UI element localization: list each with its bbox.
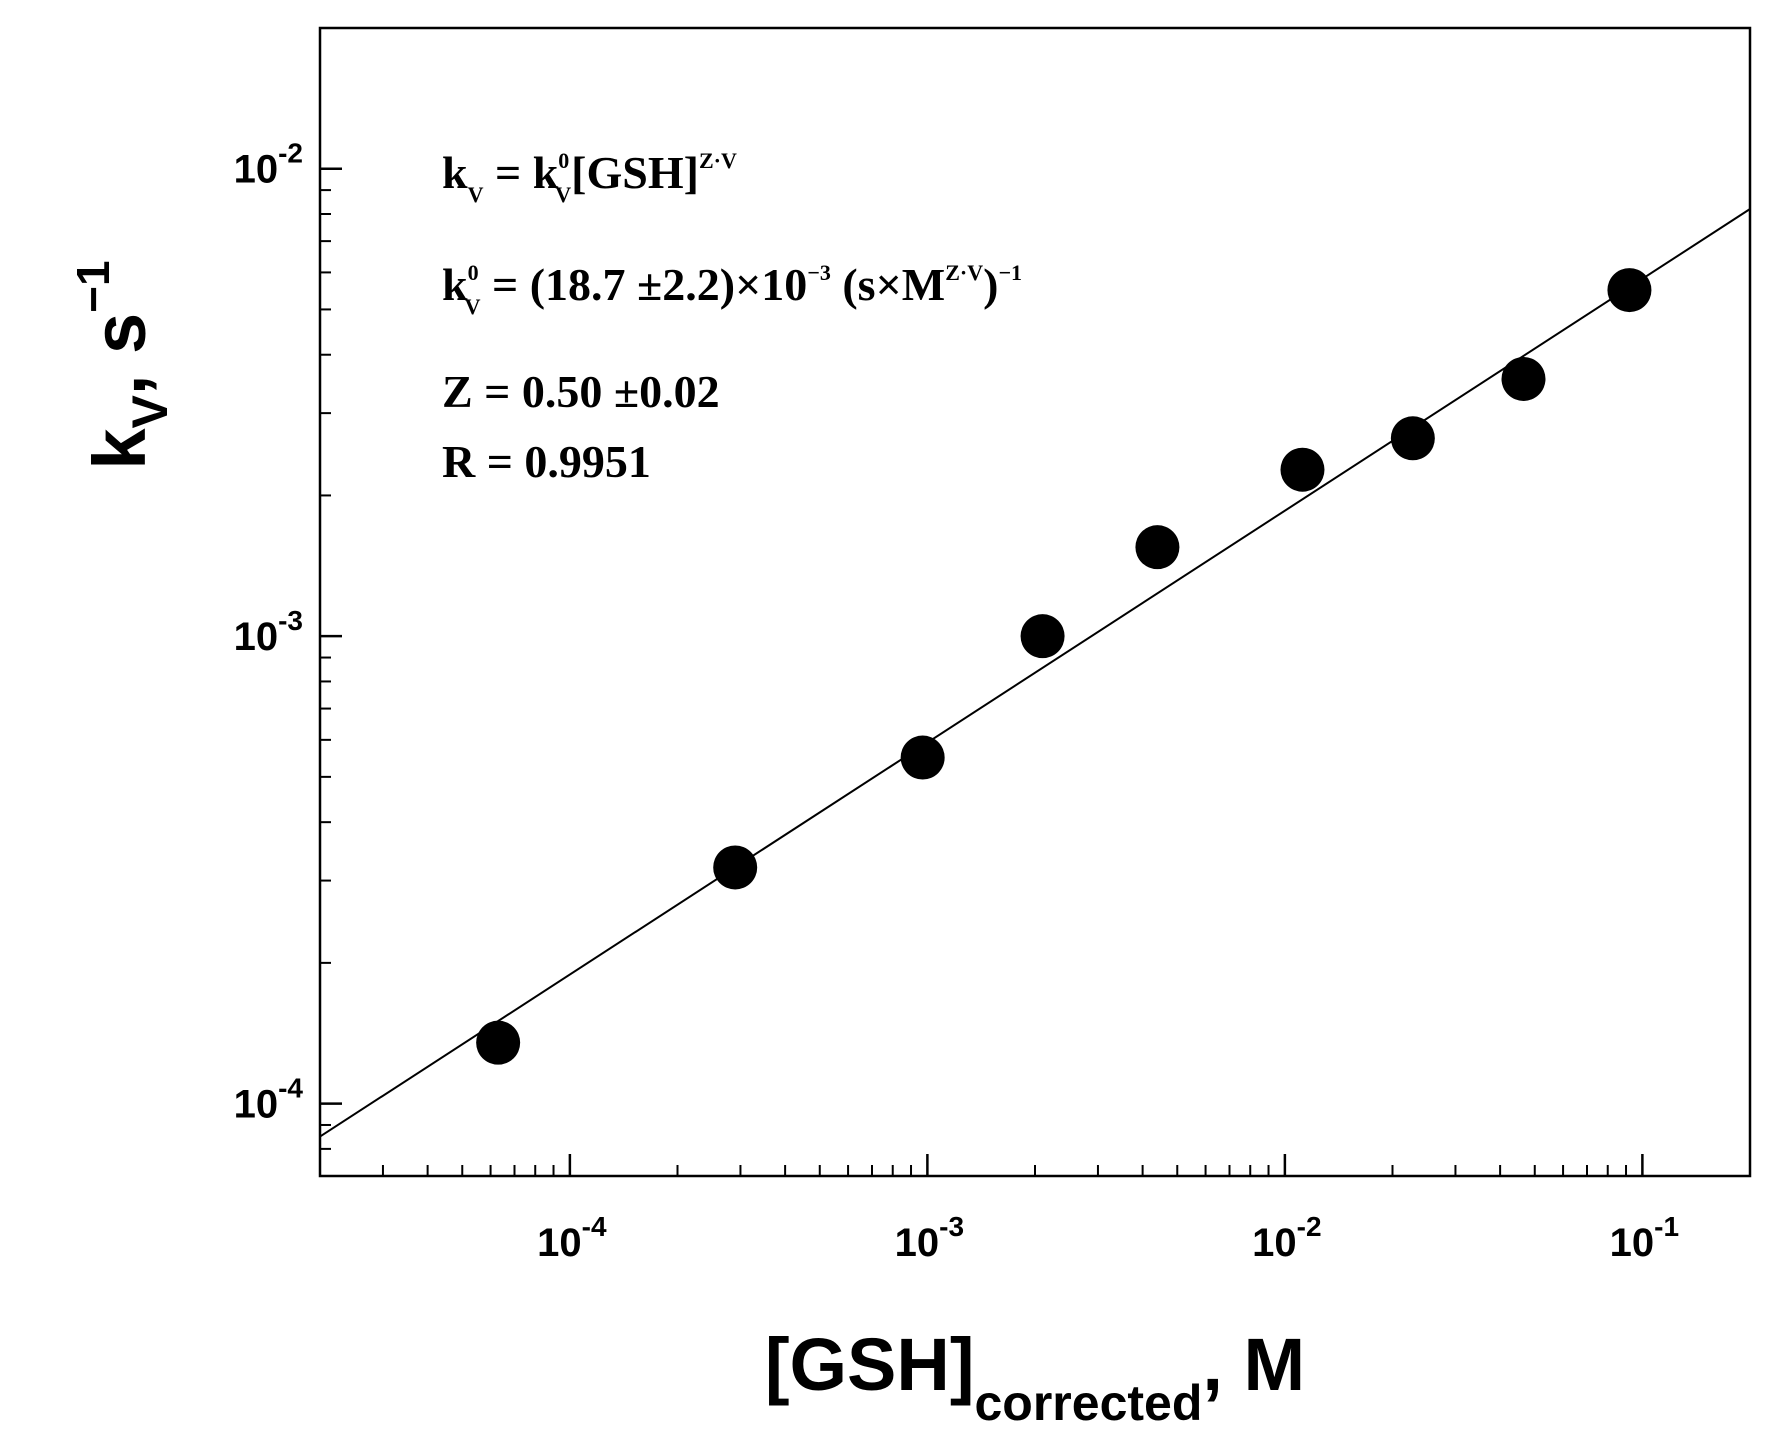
annotation-eq2: k0 V = (18.7 ±2.2)×10−3 (s×MZ·V)−1 bbox=[442, 259, 1022, 319]
y-tick-label: 10-3 bbox=[234, 605, 303, 659]
x-tick-label: 10-3 bbox=[895, 1211, 964, 1265]
y-tick-label-exp: -2 bbox=[278, 138, 303, 169]
x-tick-label-base: 10 bbox=[1252, 1221, 1297, 1265]
annotation-part: V bbox=[468, 182, 484, 207]
y-tick-label: 10-2 bbox=[234, 138, 303, 192]
y-axis-title-sub: V bbox=[122, 394, 178, 428]
annotation-part: [GSH] bbox=[571, 147, 699, 198]
x-tick-label: 10-4 bbox=[537, 1211, 607, 1265]
annotation-part: = (18.7 ±2.2)×10 bbox=[480, 259, 807, 310]
y-tick-label-base: 10 bbox=[234, 615, 279, 659]
data-point bbox=[1607, 268, 1652, 313]
y-tick-label-exp: -3 bbox=[278, 605, 303, 636]
annotation-part: −3 bbox=[807, 260, 831, 285]
x-tick-label-base: 10 bbox=[895, 1221, 940, 1265]
x-axis-title: [GSH]corrected, M bbox=[765, 1323, 1305, 1431]
data-point bbox=[1020, 614, 1065, 659]
annotation-part: V bbox=[465, 294, 481, 319]
x-tick-label-exp: -4 bbox=[582, 1211, 607, 1242]
annotations: kV = k0 V[GSH]Z·Vk0 V = (18.7 ±2.2)×10−3 (… bbox=[442, 147, 1022, 487]
data-point bbox=[1501, 356, 1546, 401]
data-point bbox=[476, 1020, 521, 1065]
x-tick-label-exp: -1 bbox=[1654, 1211, 1679, 1242]
x-axis-title-tail: , M bbox=[1202, 1323, 1305, 1406]
data-point bbox=[1135, 525, 1180, 570]
x-axis-title-main: [GSH] bbox=[765, 1323, 975, 1406]
x-tick-label-exp: -2 bbox=[1297, 1211, 1322, 1242]
plot-frame bbox=[318, 26, 1752, 1178]
annotation-part: −1 bbox=[998, 260, 1022, 285]
y-tick-label-exp: -4 bbox=[278, 1073, 303, 1104]
annotation-part: 0 bbox=[558, 148, 569, 173]
x-tick-label: 10-2 bbox=[1252, 1211, 1321, 1265]
fit-line bbox=[319, 208, 1751, 1138]
annotation-eq4: R = 0.9951 bbox=[442, 436, 651, 487]
data-point bbox=[713, 845, 758, 890]
annotation-part: Z·V bbox=[699, 148, 737, 173]
annotation-part: ) bbox=[983, 259, 998, 310]
y-tick-label-base: 10 bbox=[234, 1083, 279, 1127]
annotation-eq3: Z = 0.50 ±0.02 bbox=[442, 366, 720, 417]
x-tick-label: 10-1 bbox=[1610, 1211, 1679, 1265]
data-points bbox=[476, 268, 1652, 1065]
data-point bbox=[900, 735, 945, 780]
y-tick-label: 10-4 bbox=[234, 1073, 304, 1127]
data-point bbox=[1390, 416, 1435, 461]
annotation-part: k bbox=[442, 259, 468, 310]
y-axis-title-main: k bbox=[78, 428, 161, 470]
major-ticks: 10-4 10-3 10-2 10-110-410-310-2 bbox=[234, 138, 1679, 1265]
annotation-part: Z·V bbox=[945, 260, 983, 285]
annotation-part: Z = 0.50 ±0.02 bbox=[442, 366, 720, 417]
annotation-part: k bbox=[442, 147, 468, 198]
x-tick-label-exp: -3 bbox=[939, 1211, 964, 1242]
y-axis-title: kV, s−1 bbox=[67, 260, 178, 469]
annotation-part: (s×M bbox=[831, 259, 945, 310]
y-tick-label-base: 10 bbox=[234, 148, 279, 192]
y-axis-title-sup: −1 bbox=[67, 260, 119, 312]
x-axis-title-sub: corrected bbox=[975, 1375, 1203, 1431]
data-point bbox=[1280, 447, 1325, 492]
annotation-part: = k bbox=[483, 147, 558, 198]
y-axis-title-tail: , s bbox=[78, 313, 161, 395]
annotation-part: V bbox=[555, 182, 571, 207]
annotation-part: 0 bbox=[468, 260, 479, 285]
annotation-eq1: kV = k0 V[GSH]Z·V bbox=[442, 147, 737, 207]
minor-ticks bbox=[320, 189, 1628, 1177]
x-tick-label-base: 10 bbox=[1610, 1221, 1655, 1265]
x-tick-label-base: 10 bbox=[537, 1221, 582, 1265]
annotation-part: R = 0.9951 bbox=[442, 436, 651, 487]
